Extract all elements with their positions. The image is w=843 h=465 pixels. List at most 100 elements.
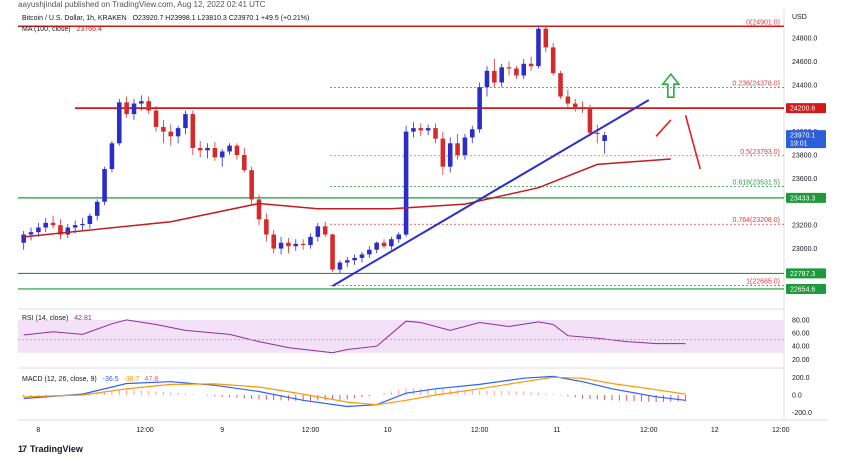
tradingview-logo-icon: 17 xyxy=(18,444,27,454)
trading-chart[interactable]: 0(24901.0) 0.236(24378.0) 0.5(23793.0) 0.61… xyxy=(0,0,843,440)
macd-tick-label: -200.0 xyxy=(792,410,812,417)
macd-signal-line xyxy=(23,376,686,406)
candle-body xyxy=(440,138,446,167)
price-tick-label: 24600.0 xyxy=(792,59,817,66)
candle-body xyxy=(550,47,556,74)
ohlc-values: O23920.7 H23998.1 L23810.3 C23970.1 +49.… xyxy=(133,15,310,22)
price-tick-label: 23200.0 xyxy=(792,223,817,230)
candle-body xyxy=(175,128,181,137)
candle-body xyxy=(344,260,350,263)
candle-body xyxy=(153,110,159,127)
candle-body xyxy=(21,234,26,243)
candle-body xyxy=(249,170,254,200)
candle-body xyxy=(396,234,402,240)
candle-body xyxy=(536,28,541,67)
rsi-value: 42.81 xyxy=(74,315,92,322)
time-tick-label: 8 xyxy=(36,427,40,434)
fib-retracement-layer: 0(24901.0) 0.236(24378.0) 0.5(23793.0) 0.61… xyxy=(330,19,784,286)
candle-body xyxy=(109,143,115,170)
candle-body xyxy=(43,222,49,228)
candle-body xyxy=(315,226,321,237)
rsi-label: RSI (14, close) xyxy=(22,315,68,322)
support-price-badge xyxy=(786,268,826,279)
candle-body xyxy=(65,227,71,235)
candle-body xyxy=(205,147,210,151)
candle-body xyxy=(514,68,519,76)
candle-body xyxy=(506,67,512,69)
candle-body xyxy=(462,137,468,155)
candle-body xyxy=(286,242,291,247)
rsi-band xyxy=(18,319,784,353)
price-badge-label: 24200.6 xyxy=(790,106,815,113)
currency-label: USD xyxy=(792,14,807,21)
fib-level-label: 0.618(23531.5) xyxy=(733,179,780,186)
price-tick-label: 24800.0 xyxy=(792,36,817,43)
fib-level-label: 0.764(23208.0) xyxy=(733,217,780,224)
price-badge-label: 22787.3 xyxy=(790,271,815,278)
candle-body xyxy=(36,227,41,233)
candle-body xyxy=(124,102,129,115)
candle-body xyxy=(477,87,482,130)
candle-body xyxy=(595,132,600,134)
candle-body xyxy=(242,155,247,171)
price-tick-label: 24400.0 xyxy=(792,82,817,89)
price-price-badge xyxy=(786,130,826,149)
candle-body xyxy=(50,222,56,226)
candle-body xyxy=(256,199,262,220)
candle-body xyxy=(565,96,571,104)
up-arrow-icon xyxy=(661,72,681,98)
rsi-legend: RSI (14, close) 42.81 xyxy=(22,315,92,322)
support-price-badge xyxy=(786,283,826,294)
ma-legend: MA (100, close) 23766.4 xyxy=(22,26,102,33)
price-badge-label: 23433.3 xyxy=(790,195,815,202)
candle-body xyxy=(359,254,365,258)
symbol-legend: Bitcoin / U.S. Dollar, 1h, KRAKEN O23920… xyxy=(22,15,309,22)
candle-body xyxy=(139,101,144,104)
candle-body xyxy=(433,128,438,139)
ma-label: MA (100, close) xyxy=(22,26,71,33)
candle-body xyxy=(484,70,490,88)
price-badge-countdown: 19:01 xyxy=(790,141,808,148)
candle-body xyxy=(72,225,78,228)
published-text: aayushjindal published on TradingView.co… xyxy=(18,0,266,9)
tradingview-footer[interactable]: 17 TradingView xyxy=(18,444,83,454)
projection-down-leg xyxy=(684,115,702,170)
candle-body xyxy=(264,219,269,235)
time-tick-label: 12:00 xyxy=(640,427,658,434)
candle-body xyxy=(94,201,100,216)
candle-body xyxy=(234,145,240,155)
time-tick-label: 12:00 xyxy=(471,427,489,434)
price-axis[interactable]: 24800.024600.024400.024000.023800.023600… xyxy=(786,36,826,294)
candle-body xyxy=(543,28,549,48)
candle-body xyxy=(587,108,593,133)
candle-body xyxy=(58,225,63,235)
macd-axis: 200.0 0.0 -200.0 xyxy=(792,375,812,417)
macd-legend: MACD (12, 26, close, 9) -36.5 -38.7 47.8 xyxy=(22,376,158,383)
macd-label: MACD (12, 26, close, 9) xyxy=(22,376,97,383)
candle-body xyxy=(330,234,335,270)
fib-level-label: 0(24901.0) xyxy=(746,19,780,26)
rsi-line xyxy=(23,319,686,354)
tradingview-brand: TradingView xyxy=(30,444,83,454)
macd-value: -36.5 xyxy=(103,376,119,383)
support-price-badge xyxy=(786,192,826,203)
horizontal-levels-layer xyxy=(18,25,784,290)
candle-body xyxy=(183,114,188,129)
macd-tick-label: 200.0 xyxy=(792,375,810,382)
candle-body xyxy=(381,242,387,247)
candle-body xyxy=(411,128,416,132)
resistance-price-badge xyxy=(786,103,826,114)
rsi-tick-label: 40.00 xyxy=(792,344,810,351)
price-pane[interactable] xyxy=(18,9,784,309)
candles-layer xyxy=(21,26,607,274)
candle-body xyxy=(374,242,379,250)
macd-histogram xyxy=(23,387,687,403)
candle-body xyxy=(278,242,284,249)
projection-up-leg xyxy=(655,119,672,137)
candle-body xyxy=(116,102,122,144)
time-tick-label: 12:00 xyxy=(302,427,320,434)
candle-body xyxy=(418,128,424,131)
candle-body xyxy=(28,232,34,235)
candle-body xyxy=(572,103,578,108)
